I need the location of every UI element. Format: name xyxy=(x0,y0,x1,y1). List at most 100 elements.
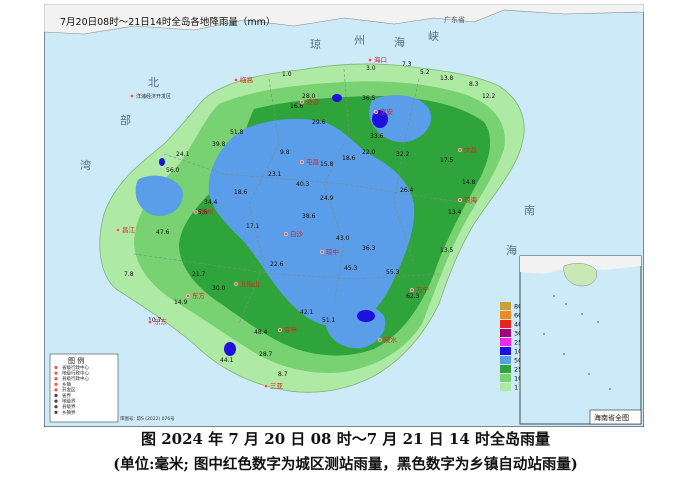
legend-symbol xyxy=(54,399,58,403)
rainfall-value: 16.6 xyxy=(290,103,304,110)
zone-50-east xyxy=(369,95,432,143)
city-label: 五指山 xyxy=(240,279,260,288)
rainfall-value: 24.9 xyxy=(320,195,334,202)
city-marker xyxy=(319,249,325,255)
city-label: 陵水 xyxy=(384,335,398,344)
legend-item-label: 地级界 xyxy=(62,398,76,405)
rainfall-value: 51.8 xyxy=(230,129,244,136)
legend-symbol xyxy=(54,393,58,398)
scale-label: 25 xyxy=(514,366,522,374)
city-label: 白沙 xyxy=(290,229,304,238)
county-boundaries xyxy=(133,68,475,325)
rainfall-value: 22.6 xyxy=(270,261,284,268)
rainfall-value: 1.0 xyxy=(282,71,292,78)
legend-symbol xyxy=(54,410,58,414)
legend-symbol xyxy=(54,377,58,381)
legend-item-label: 乡镇 xyxy=(62,381,71,388)
legend-symbol xyxy=(54,365,58,370)
rainfall-value: 32.2 xyxy=(396,151,410,158)
city-marker xyxy=(233,77,239,83)
scale-label: 10 xyxy=(514,375,522,383)
sea-label: 湾 xyxy=(80,158,91,172)
rainfall-value: 22.0 xyxy=(362,149,376,156)
sea-label: 部 xyxy=(120,113,131,127)
rainfall-value: 13.4 xyxy=(448,209,462,216)
city-marker xyxy=(377,337,383,343)
city-marker xyxy=(373,109,379,115)
legend-item-label: 省界 xyxy=(62,392,71,399)
rainfall-map: 北 部 湾 琼 州 海 峡 南 海 广东省 1.0 3.0 7.3 13.8 5.2 8.… xyxy=(44,4,644,427)
scale-label: 1 xyxy=(514,384,518,392)
caption-title: 图 2024 年 7 月 20 日 08 时～7 月 21 日 14 时全岛雨量 xyxy=(140,430,550,448)
rainfall-value: 43.0 xyxy=(336,235,350,242)
legend-title: 图 例 xyxy=(68,356,84,365)
city-label: 文昌 xyxy=(464,145,477,154)
scale-swatch xyxy=(500,329,511,337)
zone-50 xyxy=(208,118,415,327)
zone-100-spot xyxy=(224,342,236,356)
sea-label: 南 xyxy=(524,204,535,217)
legend-item-label: 开发区 xyxy=(62,386,76,393)
city-marker xyxy=(129,93,135,99)
sea-label: 峡 xyxy=(428,29,439,43)
rainfall-value: 33.6 xyxy=(370,133,384,140)
city-label: 昌江 xyxy=(122,226,136,234)
rainfall-value: 15.8 xyxy=(320,161,334,168)
legend-symbol xyxy=(54,382,58,386)
caption-note: (单位:毫米; 图中红色数字为城区测站雨量，黑色数字为乡镇自动站雨量) xyxy=(113,456,578,473)
rainfall-value: 13.5 xyxy=(440,247,454,254)
mainland-area xyxy=(44,4,644,35)
rainfall-value: 18.6 xyxy=(234,189,248,196)
rainfall-value: 39.8 xyxy=(212,141,226,148)
rainfall-value: 7.3 xyxy=(402,61,412,68)
scale-swatch xyxy=(500,338,511,346)
sea-label: 海 xyxy=(394,35,405,49)
city-label: 琼中 xyxy=(326,247,339,256)
rainfall-value: 45.3 xyxy=(344,265,358,272)
legend-item-label: 县级行政中心 xyxy=(62,375,89,382)
rainfall-value: 12.2 xyxy=(482,93,496,100)
city-label: 东方 xyxy=(192,291,206,300)
city-label: 临高 xyxy=(240,75,254,84)
city-marker xyxy=(147,319,153,325)
scale-swatch xyxy=(500,311,511,319)
legend-item-label: 乡镇界 xyxy=(62,409,76,416)
scale-swatch xyxy=(500,365,511,373)
zone-100-spot xyxy=(357,310,375,322)
rainfall-value: 14.8 xyxy=(462,179,476,186)
city-marker xyxy=(367,57,373,63)
rainfall-value: 36.3 xyxy=(362,245,376,252)
city-label: 定安 xyxy=(380,107,394,116)
city-label: 澄迈 xyxy=(306,97,320,106)
rainfall-value: 17.5 xyxy=(440,157,454,164)
inset-map: 海南省全图 xyxy=(519,255,642,425)
scale-label: 50 xyxy=(514,357,522,365)
city-marker xyxy=(277,327,283,333)
rainfall-value: 42.1 xyxy=(300,309,314,316)
city-marker xyxy=(233,281,239,287)
inset-title: 海南省全图 xyxy=(594,413,629,422)
scale-swatch xyxy=(500,374,511,382)
sea-label: 州 xyxy=(354,34,365,47)
city-marker xyxy=(185,293,191,299)
zone-50-west xyxy=(135,175,183,217)
legend-item-label: 地级行政中心 xyxy=(62,370,89,377)
rainfall-value: 7.8 xyxy=(124,271,134,278)
city-marker xyxy=(283,231,289,237)
mainland-label: 广东省 xyxy=(444,15,465,24)
city-label: 琼海 xyxy=(464,195,478,204)
rainfall-value: 47.6 xyxy=(156,229,170,236)
rainfall-value: 13.8 xyxy=(440,75,454,82)
rainfall-value: 5.2 xyxy=(420,69,430,76)
city-label: 儋州 xyxy=(200,207,213,216)
legend-symbol xyxy=(54,388,58,392)
rainfall-value: 8.3 xyxy=(469,81,479,88)
sea-label: 北 xyxy=(148,76,159,89)
rainfall-value: 29.6 xyxy=(312,119,326,126)
sea-label: 海 xyxy=(506,243,517,257)
rainfall-value: 38.6 xyxy=(302,213,316,220)
legend-symbol xyxy=(54,405,58,409)
rainfall-value: 9.8 xyxy=(280,149,290,156)
